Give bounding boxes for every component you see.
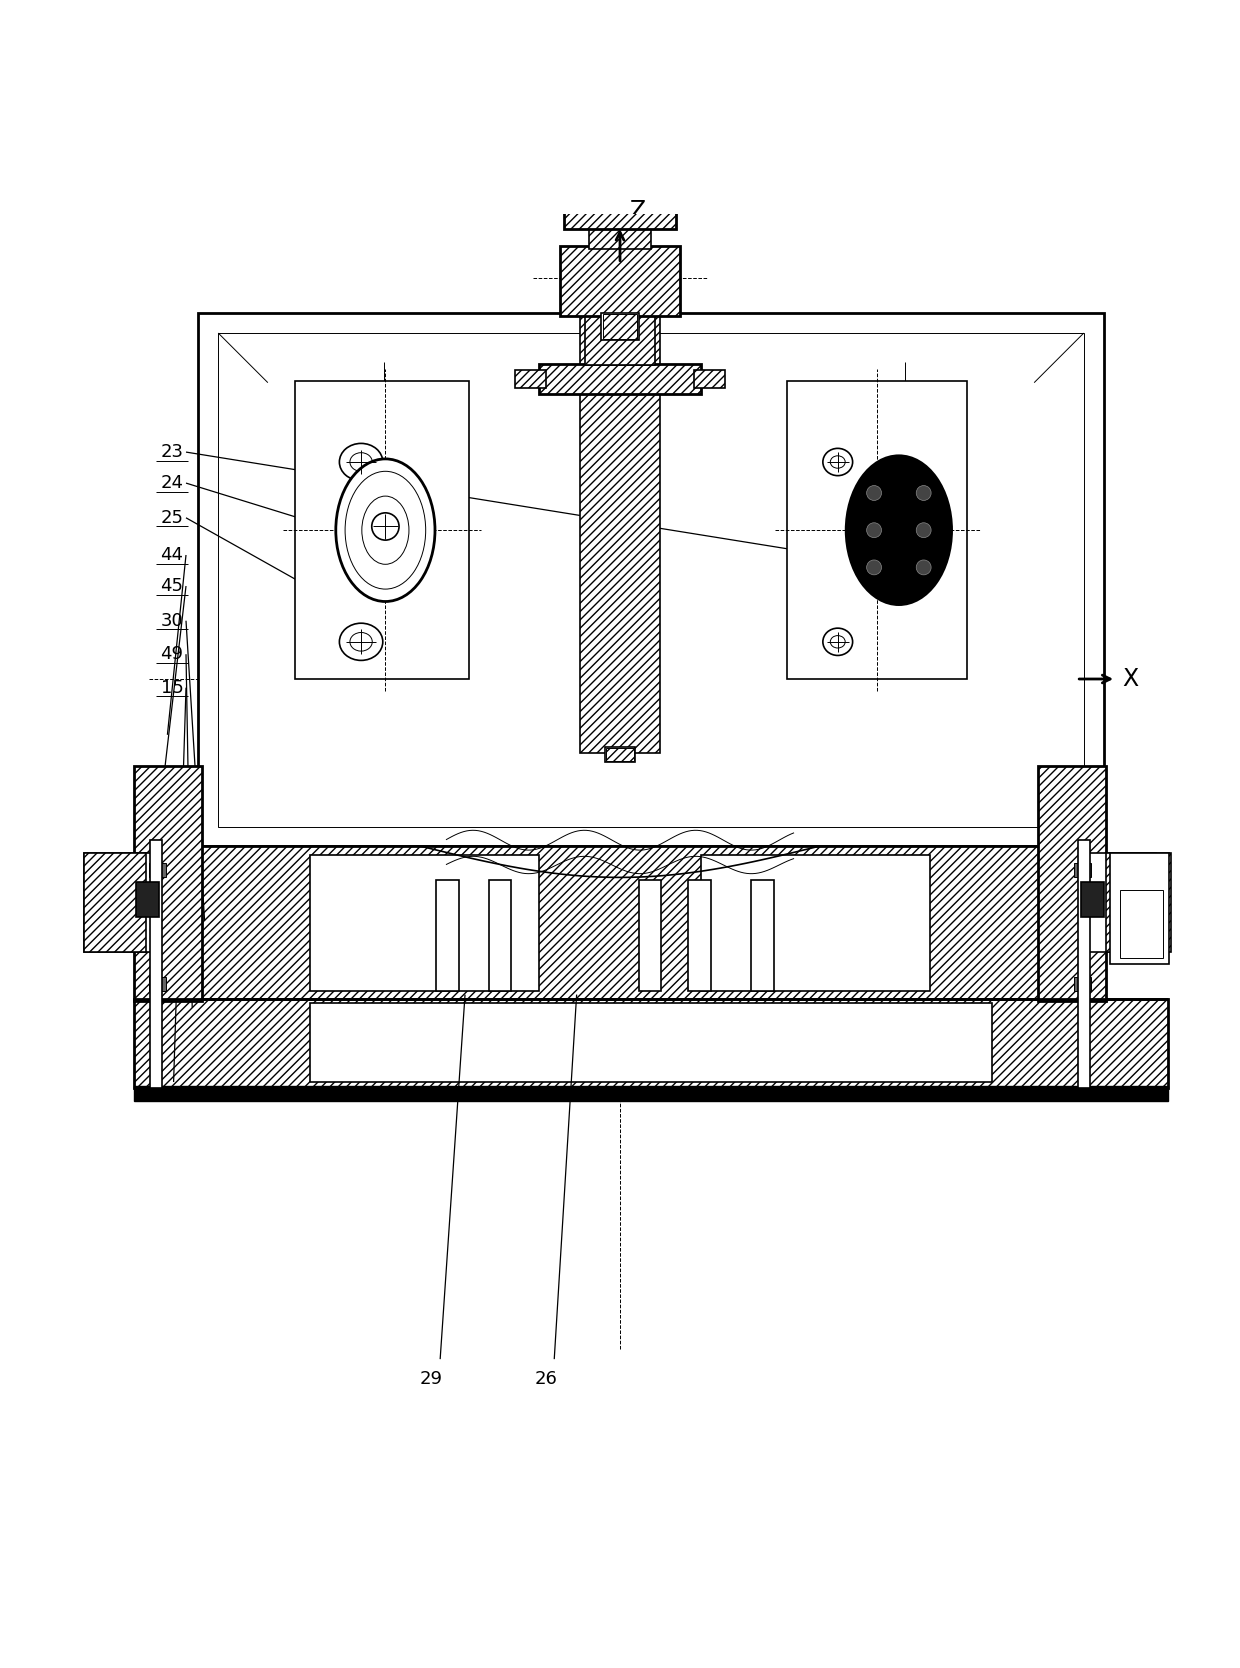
Bar	[515, 370, 546, 387]
Ellipse shape	[336, 459, 435, 602]
Bar	[1106, 852, 1171, 952]
Text: 24: 24	[160, 474, 184, 492]
Text: Z: Z	[630, 198, 646, 224]
Bar	[489, 881, 511, 991]
Bar	[580, 307, 660, 754]
Text: 25: 25	[160, 509, 184, 527]
Bar	[1081, 882, 1104, 917]
Bar	[310, 856, 539, 991]
Text: 45: 45	[160, 577, 184, 595]
Bar	[84, 852, 146, 952]
Bar	[1087, 852, 1156, 952]
Bar	[601, 314, 639, 340]
Bar	[639, 881, 661, 991]
Bar	[136, 882, 159, 917]
Bar	[1038, 766, 1106, 1001]
Bar	[1074, 976, 1091, 991]
Text: 23: 23	[160, 444, 184, 460]
Bar	[150, 841, 162, 1088]
Bar	[134, 766, 202, 1001]
Text: 29: 29	[420, 1369, 443, 1388]
Circle shape	[916, 485, 931, 500]
Ellipse shape	[362, 495, 409, 564]
Bar	[198, 846, 1104, 1001]
Text: 30: 30	[161, 612, 184, 631]
Bar	[589, 224, 651, 249]
Bar	[134, 999, 1168, 1088]
Text: 26: 26	[534, 1369, 557, 1388]
Ellipse shape	[350, 452, 372, 472]
Bar	[149, 976, 166, 991]
Bar	[605, 747, 635, 762]
Ellipse shape	[831, 636, 846, 647]
Bar	[694, 370, 725, 387]
Bar	[603, 315, 637, 339]
Circle shape	[867, 485, 882, 500]
Ellipse shape	[372, 512, 399, 540]
Bar	[1078, 841, 1090, 1088]
Ellipse shape	[345, 472, 425, 589]
Bar	[585, 314, 655, 365]
Bar	[1110, 852, 1169, 964]
Bar	[198, 314, 1104, 846]
Bar	[560, 247, 680, 315]
Circle shape	[867, 560, 882, 575]
Ellipse shape	[823, 449, 853, 475]
Ellipse shape	[340, 624, 383, 661]
Text: 44: 44	[160, 545, 184, 564]
Bar	[295, 382, 469, 679]
Bar	[218, 334, 1084, 827]
Bar	[84, 852, 153, 952]
Bar	[436, 881, 459, 991]
Bar	[751, 881, 774, 991]
Text: 49: 49	[160, 646, 184, 664]
Bar	[1120, 889, 1163, 957]
Circle shape	[916, 522, 931, 537]
Ellipse shape	[340, 444, 383, 480]
Circle shape	[867, 522, 882, 537]
Bar	[134, 1086, 1168, 1101]
Circle shape	[916, 560, 931, 575]
Text: 15: 15	[161, 679, 184, 697]
Bar	[688, 881, 711, 991]
Ellipse shape	[831, 455, 846, 469]
Bar	[701, 856, 930, 991]
Bar	[787, 382, 967, 679]
Bar	[149, 862, 166, 877]
Text: X: X	[1122, 667, 1138, 691]
Ellipse shape	[823, 629, 853, 656]
Ellipse shape	[846, 455, 951, 604]
Bar	[606, 749, 634, 761]
Bar	[310, 1002, 992, 1083]
Bar	[539, 364, 701, 394]
Bar	[564, 207, 676, 229]
Ellipse shape	[350, 632, 372, 651]
Bar	[1074, 862, 1091, 877]
